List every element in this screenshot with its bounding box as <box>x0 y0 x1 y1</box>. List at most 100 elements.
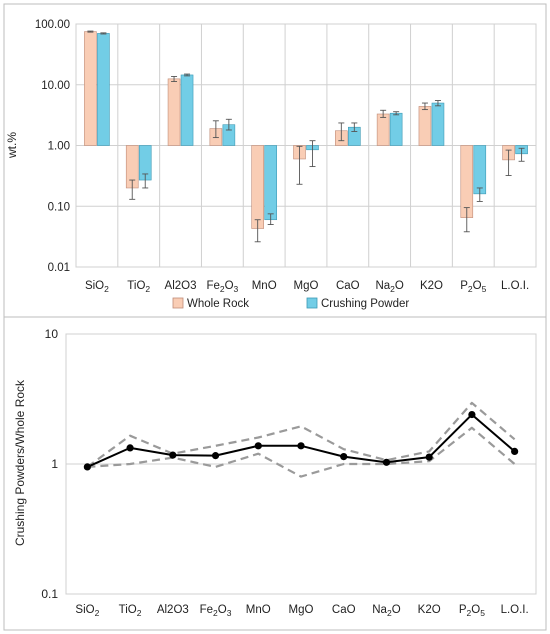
top-y-axis-label: wt.% <box>5 132 19 159</box>
bottom-x-tick-label-p2o5: P2O5 <box>459 604 485 618</box>
bottom-y-axis-label: Crushing Powders/Whole Rock <box>13 379 27 546</box>
bar-crushing-powder-p2o5 <box>473 145 487 195</box>
top-x-tick-label-mgo-base: MgO <box>294 280 319 292</box>
top-grid <box>75 23 537 268</box>
bottom-x-tick-label-mno-base: MnO <box>246 604 271 616</box>
bar-crushing-powder-mno <box>264 145 277 221</box>
bottom-x-tick-label-na2o-base2: O <box>392 604 401 616</box>
point-ratio-tio2 <box>126 444 134 452</box>
bottom-x-tick-label-k2o-base: K2O <box>418 604 441 616</box>
bottom-x-tick-label-p2o5-sub: 2 <box>467 608 472 618</box>
bar-whole-rock-al2o3 <box>167 78 181 146</box>
top-x-tick-label-p2o5-base2: O <box>473 280 482 292</box>
top-x-tick-label-al2o3: Al2O3 <box>165 280 197 292</box>
top-x-tick-label-tio2-sub: 2 <box>145 284 150 294</box>
bottom-x-tick-label-l-o-i-base: L.O.I. <box>501 604 529 616</box>
bottom-grid <box>65 333 537 595</box>
top-x-tick-label-fe2o3-base: Fe <box>206 280 219 292</box>
top-x-tick-label-na2o: Na2O <box>375 280 403 294</box>
bottom-x-tick-label-na2o-base: Na <box>372 604 387 616</box>
top-x-tick-label-mgo: MgO <box>294 280 319 292</box>
top-x-tick-label-mno: MnO <box>252 280 277 292</box>
top-bars <box>84 31 528 229</box>
point-ratio-sio2 <box>83 463 91 471</box>
bottom-x-tick-label-l-o-i: L.O.I. <box>501 604 529 616</box>
legend-label-crushing-powder: Crushing Powder <box>321 298 409 310</box>
bottom-x-tick-labels: SiO2 TiO2 Al2O3 Fe2O3 MnO MgO CaO Na2O K2O P2O5 L.… <box>75 604 528 618</box>
top-y-tick-label: 1.00 <box>48 141 70 153</box>
bottom-x-tick-label-tio2-sub: 2 <box>137 608 142 618</box>
bar-crushing-powder-al2o3 <box>180 74 194 146</box>
top-x-tick-label-cao: CaO <box>336 280 360 292</box>
top-x-tick-label-tio2: TiO2 <box>127 280 150 294</box>
top-x-tick-label-sio2-base: SiO <box>85 280 104 292</box>
top-y-tick-label: 10.00 <box>41 80 70 92</box>
bottom-y-tick-label: 1 <box>51 457 58 471</box>
bar-crushing-powder-k2o <box>431 102 445 146</box>
bottom-x-tick-label-tio2: TiO2 <box>119 604 142 618</box>
bottom-x-tick-label-p2o5-base: P <box>459 604 467 616</box>
point-ratio-al2o3 <box>169 451 177 459</box>
bottom-x-tick-label-sio2-base: SiO <box>75 604 94 616</box>
top-x-tick-label-cao-base: CaO <box>336 280 360 292</box>
bar-whole-rock-p2o5 <box>460 145 474 218</box>
top-x-tick-label-p2o5-base: P <box>460 280 468 292</box>
top-x-tick-label-l-o-i: L.O.I. <box>501 280 529 292</box>
bottom-x-tick-label-fe2o3-base2: O <box>218 604 227 616</box>
bar-crushing-powder-sio2 <box>97 33 110 146</box>
bottom-points <box>83 410 519 471</box>
top-x-tick-label-k2o: K2O <box>420 280 443 292</box>
top-x-tick-label-na2o-base: Na <box>375 280 390 292</box>
top-y-tick-label: 100.00 <box>35 19 70 31</box>
top-x-tick-label-fe2o3: Fe2O3 <box>206 280 238 294</box>
top-x-tick-label-p2o5-sub: 2 <box>468 284 473 294</box>
bottom-x-tick-label-sio2-sub: 2 <box>95 608 100 618</box>
top-x-tick-label-l-o-i-base: L.O.I. <box>501 280 529 292</box>
top-error-bars <box>87 30 525 243</box>
top-x-tick-label-k2o-base: K2O <box>420 280 443 292</box>
line-upper-bound <box>86 401 516 468</box>
top-x-tick-label-fe2o3-sub: 2 <box>220 284 225 294</box>
top-x-tick-label-sio2-sub: 2 <box>104 284 109 294</box>
point-ratio-l-o-i <box>511 447 519 456</box>
bar-crushing-powder-na2o <box>389 112 403 146</box>
legend-swatch-whole-rock <box>172 297 184 309</box>
bar-whole-rock-mno <box>251 145 264 229</box>
bottom-y-tick-label: 0.1 <box>41 587 58 601</box>
bottom-x-tick-label-al2o3-base: Al2O3 <box>157 604 189 616</box>
legend-swatch-crushing-powder <box>306 297 318 309</box>
bottom-y-tick-label: 10 <box>45 327 59 341</box>
top-y-tick-labels: 0.01 0.10 1.00 10.00 100.00 <box>35 19 70 274</box>
top-x-tick-label-fe2o3-base2: O <box>225 280 234 292</box>
point-ratio-fe2o3 <box>211 452 220 460</box>
point-ratio-k2o <box>425 453 433 461</box>
bottom-x-tick-label-cao-base: CaO <box>332 604 356 616</box>
top-x-tick-label-p2o5-sub2: 5 <box>482 284 487 294</box>
top-x-tick-label-p2o5: P2O5 <box>460 280 486 294</box>
bottom-x-tick-label-sio2: SiO2 <box>75 604 99 618</box>
bar-whole-rock-na2o <box>376 113 390 146</box>
bottom-x-tick-label-fe2o3-base: Fe <box>200 604 213 616</box>
point-ratio-mgo <box>297 442 305 450</box>
bottom-x-tick-label-mgo: MgO <box>289 604 314 616</box>
top-x-tick-label-mno-base: MnO <box>252 280 277 292</box>
top-legend: Whole Rock Crushing Powder <box>172 297 409 310</box>
point-ratio-cao <box>340 453 348 461</box>
top-x-tick-label-al2o3-base: Al2O3 <box>165 280 197 292</box>
top-x-tick-label-tio2-base: TiO <box>127 280 145 292</box>
top-x-tick-label-fe2o3-sub2: 3 <box>234 284 239 294</box>
bottom-x-tick-label-fe2o3-sub2: 3 <box>227 608 232 618</box>
line-lower-bound <box>87 426 516 478</box>
bottom-y-tick-labels: 0.1 1 10 <box>41 327 58 601</box>
bottom-x-tick-label-p2o5-base2: O <box>471 604 480 616</box>
bottom-x-tick-label-na2o: Na2O <box>372 604 400 618</box>
point-ratio-p2o5 <box>468 410 476 419</box>
bottom-x-tick-label-fe2o3-sub: 2 <box>213 608 218 618</box>
bottom-x-tick-label-k2o: K2O <box>418 604 441 616</box>
bottom-x-tick-label-fe2o3: Fe2O3 <box>200 604 232 618</box>
top-x-tick-label-na2o-base2: O <box>395 280 404 292</box>
bottom-x-tick-label-p2o5-sub2: 5 <box>480 608 485 618</box>
